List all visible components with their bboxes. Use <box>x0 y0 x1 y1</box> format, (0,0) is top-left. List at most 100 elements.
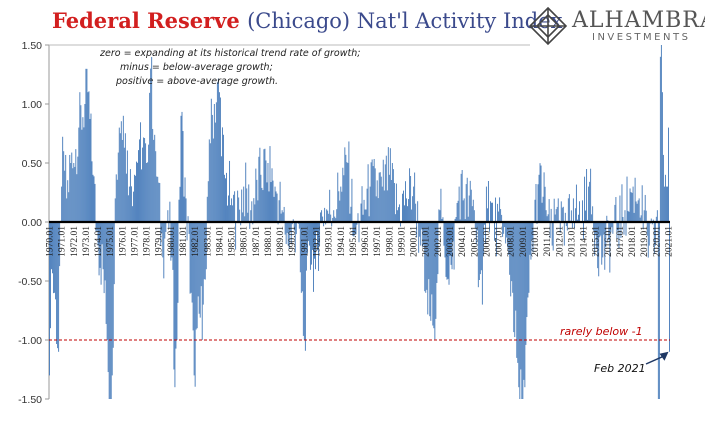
data-bar <box>168 222 170 229</box>
data-bar <box>560 201 562 222</box>
data-bar <box>414 172 416 222</box>
data-bar <box>201 222 203 340</box>
data-bar <box>303 222 305 340</box>
data-bar <box>185 198 187 222</box>
x-tick-label: 1979.01 <box>155 226 165 257</box>
x-tick-label: 2008.01 <box>507 226 517 257</box>
data-bar <box>112 222 114 348</box>
data-bar <box>298 222 300 229</box>
data-bar <box>131 206 133 222</box>
data-bar <box>425 222 427 293</box>
data-bar <box>124 133 126 222</box>
data-bar <box>348 141 350 222</box>
data-bar <box>56 222 58 345</box>
data-bar <box>465 184 467 222</box>
data-bar <box>330 214 332 222</box>
data-bar <box>578 201 580 222</box>
data-bar <box>404 205 405 222</box>
data-bar <box>410 176 412 222</box>
data-bar <box>611 222 613 228</box>
data-bar <box>472 199 474 222</box>
data-bar <box>450 222 452 265</box>
data-bar <box>453 222 455 270</box>
data-bar <box>478 222 480 281</box>
x-tick-label: 2013.01 <box>567 226 577 257</box>
data-bar <box>426 222 428 290</box>
data-bar <box>364 209 366 222</box>
y-tick-label: 0.00 <box>22 217 43 229</box>
data-bar <box>252 222 254 225</box>
chart-note-line-1: zero = expanding at its historical trend… <box>100 48 361 59</box>
x-tick-label: 1995.01 <box>349 226 359 257</box>
data-bar <box>82 117 84 222</box>
data-bar <box>78 127 80 222</box>
data-bar <box>314 222 315 259</box>
x-tick-label: 1972.01 <box>70 226 80 257</box>
data-bar <box>278 200 280 222</box>
data-bar <box>198 222 200 314</box>
data-bar <box>624 210 626 222</box>
data-bar <box>301 222 303 292</box>
data-bar <box>610 222 612 233</box>
data-bar <box>648 222 650 246</box>
data-bar <box>346 162 348 222</box>
data-bar <box>633 212 635 222</box>
data-bar <box>269 146 271 222</box>
data-bar <box>393 182 395 222</box>
data-bar <box>280 213 282 222</box>
data-bar <box>238 197 240 222</box>
data-bar <box>420 222 422 246</box>
data-bar <box>196 222 198 329</box>
data-bar <box>502 222 504 237</box>
x-tick-label: 2014.01 <box>580 226 590 257</box>
data-bar <box>582 200 583 222</box>
data-bar <box>158 182 160 222</box>
data-bar <box>279 181 281 222</box>
data-bar <box>331 222 333 227</box>
x-tick-label: 1974.01 <box>94 226 104 257</box>
data-bar <box>627 210 629 222</box>
data-bar <box>634 177 636 222</box>
data-bar <box>209 143 211 222</box>
x-tick-label: 2002.01 <box>434 226 444 257</box>
data-bar <box>441 218 443 222</box>
data-bar <box>308 222 310 246</box>
data-bar <box>342 167 344 222</box>
data-bar <box>189 222 191 294</box>
data-bar <box>102 222 104 270</box>
data-bar <box>379 172 381 222</box>
data-bar <box>150 68 152 222</box>
x-tick-label: 2016.01 <box>604 226 614 257</box>
x-tick-label: 1980.01 <box>167 226 177 257</box>
data-bar <box>91 161 93 222</box>
data-bar <box>304 222 306 351</box>
data-bar <box>74 166 76 222</box>
data-bar <box>263 149 265 222</box>
x-tick-label: 2021.01 <box>664 226 674 257</box>
data-bar <box>550 208 552 222</box>
data-bar <box>283 206 285 222</box>
data-bar <box>392 169 394 222</box>
data-bar <box>542 196 544 222</box>
x-tick-label: 2010.01 <box>531 226 541 257</box>
data-bar <box>549 222 551 239</box>
data-bar <box>188 222 190 234</box>
data-bar <box>326 209 328 222</box>
data-bar <box>66 198 68 222</box>
data-bar <box>132 191 134 222</box>
data-bar <box>643 210 645 222</box>
data-bar <box>547 214 549 222</box>
data-bar <box>664 174 666 222</box>
data-bar <box>294 222 296 253</box>
data-bar <box>273 196 275 222</box>
data-bar <box>156 176 158 222</box>
data-bar <box>80 105 82 222</box>
data-bar <box>640 215 642 222</box>
data-bar <box>447 222 449 279</box>
data-bar <box>212 138 214 222</box>
data-bar <box>419 222 421 237</box>
data-bar <box>101 222 103 245</box>
data-bar <box>417 201 419 222</box>
data-bar <box>374 168 376 222</box>
data-bar <box>259 147 261 222</box>
